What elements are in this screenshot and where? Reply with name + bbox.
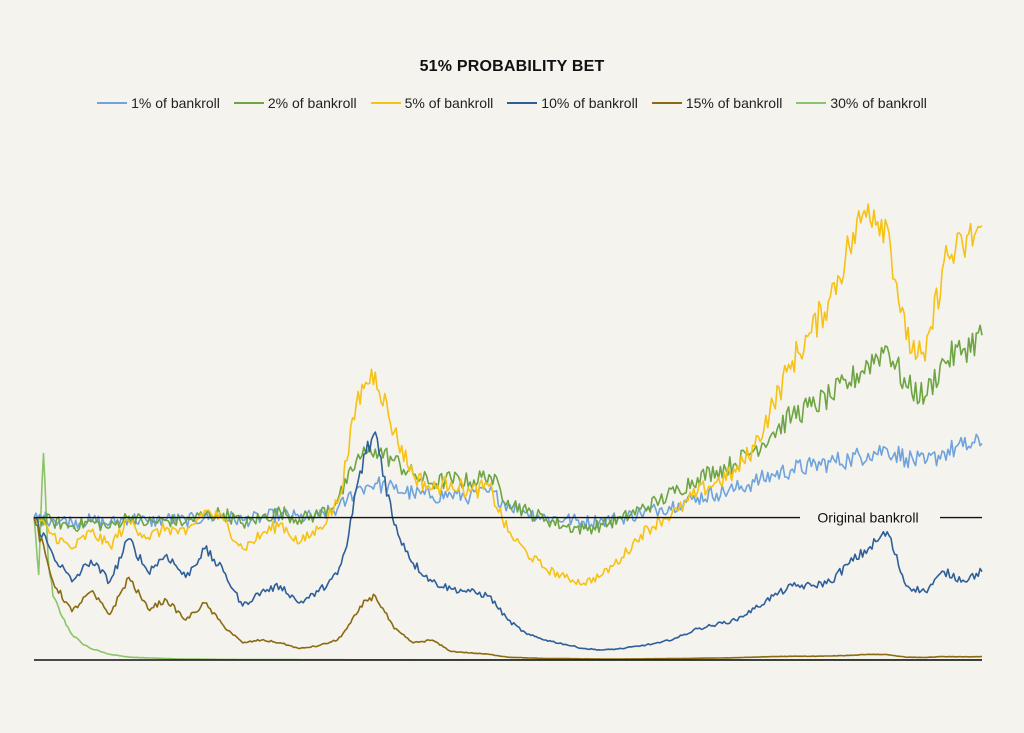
chart-legend: 1% of bankroll 2% of bankroll 5% of bankro… xyxy=(0,95,1024,111)
legend-swatch xyxy=(233,102,264,104)
series-line xyxy=(33,433,983,530)
legend-item: 2% of bankroll xyxy=(233,95,357,111)
legend-label: 2% of bankroll xyxy=(267,95,357,111)
legend-label: 15% of bankroll xyxy=(685,95,783,111)
series-line xyxy=(33,452,983,661)
legend-label: 5% of bankroll xyxy=(404,95,494,111)
legend-swatch xyxy=(796,102,827,104)
reference-label-background xyxy=(802,507,936,528)
legend-item: 1% of bankroll xyxy=(97,95,220,111)
legend-swatch xyxy=(370,102,401,104)
legend-item: 30% of bankroll xyxy=(796,95,927,111)
legend-label: 30% of bankroll xyxy=(830,95,927,111)
legend-item: 5% of bankroll xyxy=(370,95,494,111)
series-line xyxy=(33,324,983,535)
legend-item: 15% of bankroll xyxy=(651,95,783,111)
chart-title: 51% PROBABILITY BET xyxy=(419,58,605,75)
legend-label: 1% of bankroll xyxy=(131,95,220,111)
series-line xyxy=(33,517,982,660)
legend-item: 10% of bankroll xyxy=(507,95,638,111)
legend-label: 10% of bankroll xyxy=(541,95,638,111)
series-line xyxy=(33,431,983,651)
reference-line-label: Original bankroll xyxy=(817,510,918,526)
legend-swatch xyxy=(651,102,682,104)
legend-swatch xyxy=(507,102,538,104)
series-line xyxy=(33,203,983,586)
legend-swatch xyxy=(97,102,128,104)
